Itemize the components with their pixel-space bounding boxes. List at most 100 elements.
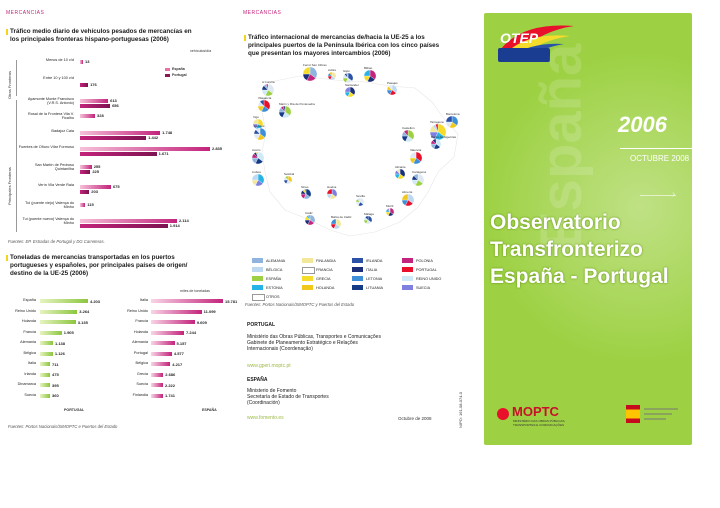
port-label: Bilbao <box>364 66 373 70</box>
contact-pt-line2: Gabinete de Planeamento Estratégico e Re… <box>247 340 358 346</box>
port-pie-slice <box>365 215 369 221</box>
chart2-title: Toneladas de mercancías transportadas en… <box>6 254 240 278</box>
row-label: San Martín de Pedroso Quintanilha <box>34 163 74 172</box>
es-bar <box>151 309 202 314</box>
bar-value: 115 <box>87 202 94 207</box>
legend-swatch <box>302 285 313 290</box>
row-label: Rosal de la Frontera Vila V. Ficalho <box>27 112 74 121</box>
legend-swatch <box>302 258 313 263</box>
spain-ministry-mark <box>644 413 672 415</box>
bar-value: 656 <box>112 103 119 108</box>
port-pie-slice <box>435 123 439 133</box>
port-pie-slice <box>302 66 311 75</box>
cover-title-line2: Transfronterizo <box>490 238 643 261</box>
contact-es-url[interactable]: www.fomento.es <box>247 415 284 421</box>
port-pie-slice <box>255 151 259 159</box>
port-label: Santander <box>345 83 359 87</box>
contact-pt-url[interactable]: www.gperi.moptc.pt <box>247 363 291 369</box>
legend-label: ESTONIA <box>266 285 283 290</box>
legend-swatch <box>402 285 413 290</box>
row-label: Tui (puente nuevo) Valença do Minho <box>22 217 74 226</box>
es-country-label: Alemania <box>132 340 148 344</box>
port-pie-slice <box>304 188 307 195</box>
row-label: Verín Vila Verde Raia <box>37 183 74 187</box>
legend-label: PORTUGAL <box>416 267 437 272</box>
bar-portugal <box>80 224 168 228</box>
port-label: Alicante <box>395 165 406 169</box>
es-bar-value: 2.686 <box>165 372 176 377</box>
es-bar-value: 4.217 <box>172 361 183 367</box>
legend-label: FINLANDIA <box>316 258 336 263</box>
bar-value: 1.914 <box>169 223 180 228</box>
pt-bar <box>40 351 53 356</box>
port-pie-slice <box>388 84 393 91</box>
legend-swatch <box>352 258 363 263</box>
port-label: Málaga <box>364 212 374 216</box>
port-label: Bahía de Cádiz <box>331 215 352 219</box>
bar-value: 613 <box>110 98 117 103</box>
bar-espana <box>80 165 92 169</box>
pt-bar-value: 1.905 <box>63 330 74 335</box>
section-header-middle: MERCANCIAS <box>243 10 282 16</box>
pt-bar-value: 1.138 <box>54 340 65 346</box>
spain-ministry-mark <box>644 418 666 420</box>
contact-pt-lines: Ministério das Obras Públicas, Transport… <box>247 334 477 352</box>
legend-label: LITUANIA <box>366 285 384 290</box>
chart2-left-label: PORTUGAL <box>64 408 85 412</box>
bar-value: 1.442 <box>148 135 159 140</box>
legend-label: OTROS <box>266 294 280 299</box>
bar-value: 203 <box>91 189 98 194</box>
legend-swatch <box>252 276 263 281</box>
port-label: Aveiro <box>252 148 261 152</box>
bar-espana <box>80 99 109 103</box>
port-label: Ferrol San Cibrao <box>303 63 327 67</box>
port-pie-slice <box>409 151 417 159</box>
legend-label: GRECIA <box>316 276 331 281</box>
nipo-code: NIPO: 161-08-074-0 <box>458 391 463 428</box>
port-pie-slice <box>251 173 259 181</box>
legend-label: ESPAÑA <box>266 276 282 281</box>
pt-country-label: Holanda <box>21 319 36 323</box>
group-label-principales: Principales Fronteras <box>7 167 12 205</box>
port-label: Cádiz <box>305 211 313 215</box>
es-bar-value: 9.609 <box>196 319 207 325</box>
pt-bar-value: 711 <box>52 361 59 367</box>
port-pie-slice <box>265 83 269 91</box>
port-pie-slice <box>398 168 401 175</box>
pt-country-label: Irlanda <box>24 371 36 376</box>
row-label: Badajoz Caia <box>51 129 74 133</box>
chart2-title-line1: Toneladas de mercancías transportadas en… <box>10 254 175 261</box>
otep-logo-icon <box>498 25 574 62</box>
port-label: Cartagena <box>412 170 426 174</box>
contact-es-lines: Ministerio de Fomento Secretaría de Esta… <box>247 388 477 406</box>
bar-value: 176 <box>90 82 97 87</box>
es-bar <box>151 362 171 366</box>
bar-portugal <box>80 152 157 156</box>
es-bar <box>151 393 163 398</box>
pt-bar <box>40 330 62 335</box>
contact-es-line1: Ministerio de Fomento <box>247 388 297 394</box>
map-title-line2: principales puertos de la Península Ibér… <box>248 42 440 49</box>
spain-ministry-mark <box>644 408 678 410</box>
port-label: Vilagarcía <box>258 96 272 100</box>
legend-swatch <box>252 294 265 301</box>
chart2-title-line2: portugueses y españoles, por principales… <box>10 262 188 269</box>
group-label-otras: Otras Fronteras <box>7 70 12 99</box>
bar-espana <box>80 203 86 207</box>
es-country-label: Italia <box>139 298 148 302</box>
port-label: Valencia <box>410 148 422 152</box>
port-label: A Coruña <box>262 80 275 84</box>
pt-bar <box>40 299 88 303</box>
legend-label: POLONIA <box>416 258 433 263</box>
es-country-label: Grecia <box>136 371 148 376</box>
port-label: Gijón <box>343 69 350 73</box>
es-bar <box>151 351 172 356</box>
bar-portugal <box>80 136 147 140</box>
pt-bar-value: 3.264 <box>79 309 90 314</box>
bar-value: 1.748 <box>162 130 173 135</box>
port-label: Sines <box>301 185 309 189</box>
pt-bar-value: 3.135 <box>77 319 88 325</box>
moptc-emblem-icon <box>497 408 509 420</box>
bar-espana <box>80 60 83 64</box>
port-pie-slice <box>329 71 333 77</box>
